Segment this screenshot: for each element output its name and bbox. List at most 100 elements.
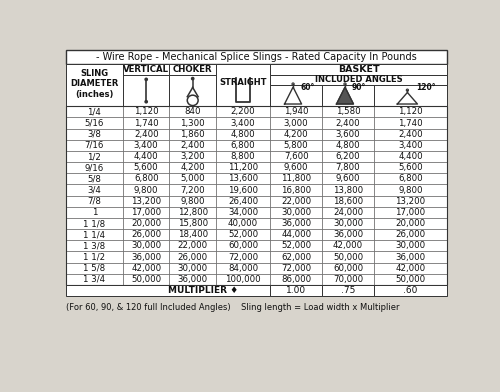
Text: 1 3/8: 1 3/8 — [83, 241, 106, 250]
Bar — [270, 196, 322, 207]
Bar — [270, 252, 322, 263]
Text: 9,600: 9,600 — [284, 163, 308, 172]
Bar — [123, 218, 170, 229]
Text: 36,000: 36,000 — [281, 219, 311, 228]
Text: 6,200: 6,200 — [336, 152, 360, 161]
Text: 30,000: 30,000 — [396, 241, 426, 250]
Circle shape — [292, 83, 294, 85]
Bar — [374, 118, 447, 129]
Bar — [374, 173, 447, 185]
Text: 1 1/4: 1 1/4 — [83, 230, 106, 239]
Bar — [66, 173, 123, 185]
Bar — [66, 106, 447, 285]
Text: 52,000: 52,000 — [281, 241, 311, 250]
Text: 26,400: 26,400 — [228, 197, 258, 206]
Bar — [216, 185, 270, 196]
Bar — [216, 106, 270, 118]
Bar — [170, 252, 216, 263]
Text: 12,800: 12,800 — [178, 208, 208, 217]
Text: 7,600: 7,600 — [284, 152, 308, 161]
Bar — [123, 64, 170, 75]
Text: 2,400: 2,400 — [134, 130, 158, 139]
Bar — [66, 151, 123, 162]
Bar — [123, 129, 170, 140]
Text: 13,200: 13,200 — [396, 197, 426, 206]
Text: 3/4: 3/4 — [88, 185, 101, 194]
Bar — [374, 140, 447, 151]
Bar — [322, 196, 374, 207]
Text: 840: 840 — [184, 107, 201, 116]
Bar — [123, 274, 170, 285]
Text: 9,800: 9,800 — [398, 185, 422, 194]
Bar — [374, 162, 447, 173]
Bar — [374, 185, 447, 196]
Text: .60: .60 — [404, 286, 417, 295]
Bar — [322, 129, 374, 140]
Bar — [374, 106, 447, 118]
Text: 22,000: 22,000 — [178, 241, 208, 250]
Bar — [322, 151, 374, 162]
Bar — [322, 185, 374, 196]
Bar — [322, 106, 374, 118]
Bar — [216, 129, 270, 140]
Bar — [270, 129, 322, 140]
Text: 7/8: 7/8 — [88, 197, 101, 206]
Text: 5,800: 5,800 — [284, 141, 308, 150]
Bar — [66, 285, 270, 296]
Text: .75: .75 — [341, 286, 355, 295]
Text: 2,400: 2,400 — [180, 141, 205, 150]
Text: 3,000: 3,000 — [284, 118, 308, 127]
Text: 42,000: 42,000 — [333, 241, 363, 250]
Text: MULTIPLIER ♦: MULTIPLIER ♦ — [168, 286, 238, 295]
Text: VERTICAL: VERTICAL — [123, 65, 169, 74]
Text: STRAIGHT: STRAIGHT — [220, 78, 267, 87]
Text: 1 3/4: 1 3/4 — [83, 275, 106, 284]
Text: 9/16: 9/16 — [84, 163, 104, 172]
Text: 1,120: 1,120 — [134, 107, 158, 116]
Text: 11,800: 11,800 — [281, 174, 311, 183]
Text: 18,600: 18,600 — [333, 197, 363, 206]
Bar — [66, 274, 123, 285]
Bar — [66, 240, 123, 252]
Bar — [216, 207, 270, 218]
Bar — [66, 50, 447, 64]
Text: 11,200: 11,200 — [228, 163, 258, 172]
Bar — [123, 140, 170, 151]
Text: 30,000: 30,000 — [281, 208, 311, 217]
Bar — [170, 207, 216, 218]
Circle shape — [145, 78, 148, 80]
Text: 1,120: 1,120 — [398, 107, 423, 116]
Text: INCLUDED ANGLES: INCLUDED ANGLES — [314, 75, 402, 84]
Bar — [270, 207, 322, 218]
Text: 1/4: 1/4 — [88, 107, 101, 116]
Bar — [270, 140, 322, 151]
Bar — [123, 118, 170, 129]
Bar — [270, 75, 447, 85]
Bar — [216, 274, 270, 285]
Text: 26,000: 26,000 — [178, 252, 208, 261]
Text: 2,400: 2,400 — [398, 130, 423, 139]
Text: 52,000: 52,000 — [228, 230, 258, 239]
Text: 60°: 60° — [300, 83, 314, 93]
Text: 1 1/2: 1 1/2 — [83, 252, 106, 261]
Bar — [270, 173, 322, 185]
Bar — [170, 162, 216, 173]
Bar — [170, 263, 216, 274]
Circle shape — [406, 89, 408, 91]
Text: CHOKER: CHOKER — [173, 65, 212, 74]
Ellipse shape — [188, 95, 198, 105]
Bar — [374, 263, 447, 274]
Text: 7/16: 7/16 — [84, 141, 104, 150]
Bar — [270, 85, 322, 106]
Bar — [170, 274, 216, 285]
Text: 50,000: 50,000 — [396, 275, 426, 284]
Bar — [216, 151, 270, 162]
Text: 2,400: 2,400 — [336, 118, 360, 127]
Text: 24,000: 24,000 — [333, 208, 363, 217]
Text: 30,000: 30,000 — [178, 264, 208, 273]
Text: 6,800: 6,800 — [398, 174, 423, 183]
Bar — [123, 196, 170, 207]
Text: 26,000: 26,000 — [131, 230, 162, 239]
Text: 3,400: 3,400 — [134, 141, 158, 150]
Text: 18,400: 18,400 — [178, 230, 208, 239]
